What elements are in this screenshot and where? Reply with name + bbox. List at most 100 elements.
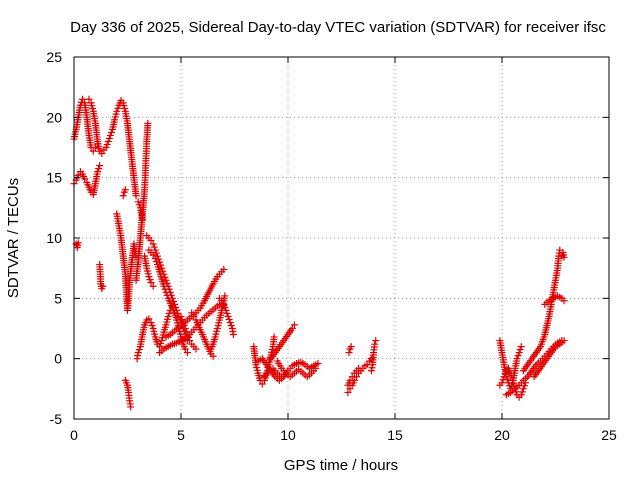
- series-arc-zc: [367, 337, 380, 375]
- data-point: [499, 376, 507, 384]
- data-point: [344, 388, 352, 396]
- series-arc-j: [134, 198, 146, 224]
- data-point: [181, 345, 189, 353]
- data-point: [165, 309, 173, 317]
- data-point: [229, 331, 237, 339]
- series-arc-h: [121, 376, 135, 411]
- data-point: [519, 385, 527, 393]
- data-point: [148, 321, 156, 329]
- series-arc-r: [188, 309, 217, 360]
- x-tick-label: 0: [70, 427, 78, 443]
- series-arc-t: [216, 294, 237, 339]
- data-point: [372, 337, 380, 345]
- y-axis-title: SDTVAR / TECUs: [5, 178, 22, 298]
- data-point: [145, 273, 153, 281]
- data-point: [144, 119, 152, 127]
- data-point: [184, 334, 192, 342]
- data-point: [520, 382, 528, 390]
- series-arc-c: [85, 95, 140, 200]
- y-tick-label: 20: [46, 109, 62, 125]
- data-point: [134, 349, 142, 357]
- data-point: [258, 380, 266, 388]
- data-point: [99, 282, 107, 290]
- data-point: [192, 345, 200, 353]
- y-tick-label: 0: [54, 351, 62, 367]
- data-point: [312, 364, 320, 372]
- data-point: [220, 265, 228, 273]
- data-point: [145, 315, 153, 323]
- data-point: [371, 340, 379, 348]
- data-point: [151, 255, 159, 263]
- data-point: [89, 147, 97, 155]
- data-point: [147, 318, 155, 326]
- data-points: [70, 95, 568, 411]
- data-point: [132, 192, 140, 200]
- series-arc-a: [70, 162, 104, 199]
- series-arc-q: [177, 312, 200, 353]
- data-point: [221, 292, 229, 300]
- x-tick-label: 15: [387, 427, 403, 443]
- chart-title: Day 336 of 2025, Sidereal Day-to-day VTE…: [70, 19, 606, 36]
- series-arc-p: [162, 265, 228, 341]
- data-point: [163, 291, 171, 299]
- series-arc-zi: [541, 292, 568, 308]
- data-point: [152, 258, 160, 266]
- x-tick-label: 10: [280, 427, 296, 443]
- data-point: [186, 337, 194, 345]
- data-point: [345, 349, 353, 357]
- data-point: [162, 288, 170, 296]
- data-point: [270, 333, 278, 341]
- data-point: [104, 137, 112, 145]
- data-point: [95, 165, 103, 173]
- data-point: [147, 236, 155, 244]
- data-point: [103, 140, 111, 148]
- data-point: [113, 107, 121, 115]
- data-point: [177, 312, 185, 320]
- data-point: [106, 131, 114, 139]
- series-arc-m: [141, 252, 157, 290]
- data-point: [367, 355, 375, 363]
- data-point: [98, 150, 106, 158]
- x-tick-label: 25: [601, 427, 617, 443]
- data-point: [517, 343, 525, 351]
- data-point: [518, 388, 526, 396]
- data-point: [149, 240, 157, 248]
- data-point: [227, 321, 235, 329]
- data-point: [346, 376, 354, 384]
- data-point: [222, 306, 230, 314]
- data-point: [560, 337, 568, 345]
- data-point: [81, 175, 89, 183]
- series-arc-v: [254, 355, 322, 384]
- series-arc-zd: [496, 337, 525, 393]
- data-point: [96, 162, 104, 170]
- data-point: [355, 364, 363, 372]
- y-tick-label: -5: [50, 411, 63, 427]
- data-point: [94, 168, 102, 176]
- data-point: [121, 186, 129, 194]
- data-point: [163, 279, 171, 287]
- data-point: [226, 318, 234, 326]
- data-point: [151, 246, 159, 254]
- data-point: [517, 391, 525, 399]
- series-arc-y: [260, 364, 286, 381]
- data-point: [171, 300, 179, 308]
- data-point: [102, 144, 110, 151]
- data-point: [149, 282, 157, 290]
- data-point: [516, 346, 524, 354]
- y-tick-label: 5: [54, 290, 62, 306]
- data-point: [209, 352, 217, 360]
- series-arc-g: [119, 186, 129, 200]
- data-point: [183, 331, 191, 339]
- data-point: [225, 315, 233, 323]
- data-point: [77, 98, 85, 106]
- data-point: [107, 128, 115, 136]
- data-point: [147, 279, 155, 287]
- data-point: [514, 352, 522, 360]
- data-point: [182, 328, 190, 336]
- data-point: [501, 370, 509, 378]
- data-point: [161, 285, 169, 293]
- data-point: [512, 388, 520, 396]
- data-point: [149, 251, 157, 259]
- series-arc-zb: [345, 343, 355, 357]
